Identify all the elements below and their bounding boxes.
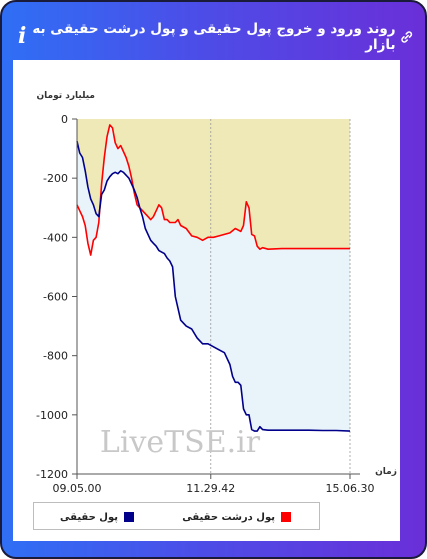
y-axis-label: میلیارد تومان: [36, 91, 95, 101]
y-tick-label: -800: [43, 350, 68, 363]
series-line-big-real-money: [76, 124, 350, 256]
area-fill-between: [77, 124, 350, 432]
chart-legend: پول درشت حقیقی پول حقیقی: [33, 502, 320, 530]
chart-title: روند ورود و خروج پول حقیقی و پول درشت حق…: [32, 21, 396, 53]
y-tick-label: -400: [43, 231, 68, 244]
y-tick-label: -600: [43, 291, 68, 304]
y-tick-label: -200: [43, 172, 68, 185]
area-fills: [77, 124, 350, 432]
x-tick-label: 11.29.42: [186, 482, 235, 495]
watermark-text: LiveTSE.ir: [100, 425, 261, 460]
series-lines: [76, 124, 351, 432]
grid-lines: [210, 119, 351, 474]
x-tick-label: 15.06.30: [326, 482, 375, 495]
y-tick-label: 0: [61, 113, 68, 126]
info-icon[interactable]: i: [18, 23, 27, 49]
legend-item-real-money[interactable]: پول حقیقی: [60, 509, 134, 525]
y-tick-label: -1200: [36, 468, 68, 481]
legend-label-big-real-money: پول درشت حقیقی: [182, 511, 275, 523]
legend-item-big-real-money[interactable]: پول درشت حقیقی: [182, 509, 291, 525]
legend-swatch-blue: [124, 512, 134, 522]
series-line-real-money: [76, 141, 351, 432]
x-tick-label: 09.05.00: [53, 482, 102, 495]
y-tick-label: -1000: [36, 409, 68, 422]
area-fill-upper: [77, 119, 350, 256]
x-axis-label: زمان: [375, 467, 397, 477]
link-icon: [400, 31, 412, 43]
plot-background: [77, 119, 350, 256]
legend-swatch-red: [281, 512, 291, 522]
chart-header: روند ورود و خروج پول حقیقی و پول درشت حق…: [14, 14, 413, 60]
legend-label-real-money: پول حقیقی: [60, 511, 118, 523]
